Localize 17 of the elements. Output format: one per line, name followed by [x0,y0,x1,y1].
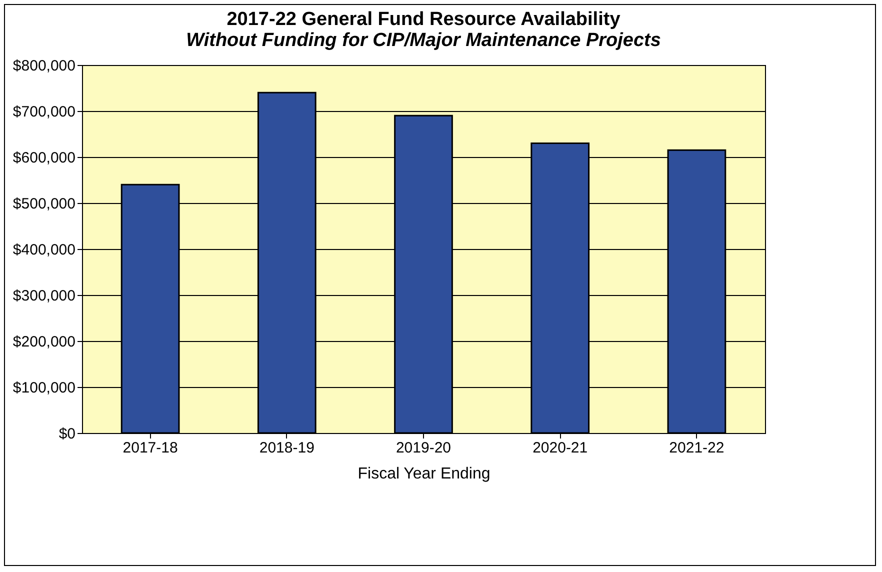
x-tick-label: 2017-18 [122,440,178,456]
y-tick-label: $400,000 [12,242,76,258]
y-tick-label: $300,000 [12,288,76,304]
y-tick-label: $100,000 [12,380,76,396]
chart-subtitle: Without Funding for CIP/Major Maintenance Projects [186,30,661,51]
x-axis-title: Fiscal Year Ending [358,466,490,482]
y-tick-label: $500,000 [12,196,76,212]
x-tick-label: 2018-19 [259,440,314,456]
y-tick-label: $800,000 [12,58,76,74]
y-tick-label: $600,000 [12,150,76,166]
x-tick-label: 2019-20 [396,440,452,456]
y-tick-label: $200,000 [12,334,76,350]
x-tick-label: 2020-21 [532,440,588,456]
y-tick-label: $700,000 [12,104,76,120]
x-tick-label: 2021-22 [669,440,724,456]
y-tick-label: $0 [58,426,76,442]
chart-title: 2017-22 General Fund Resource Availability [226,9,621,30]
